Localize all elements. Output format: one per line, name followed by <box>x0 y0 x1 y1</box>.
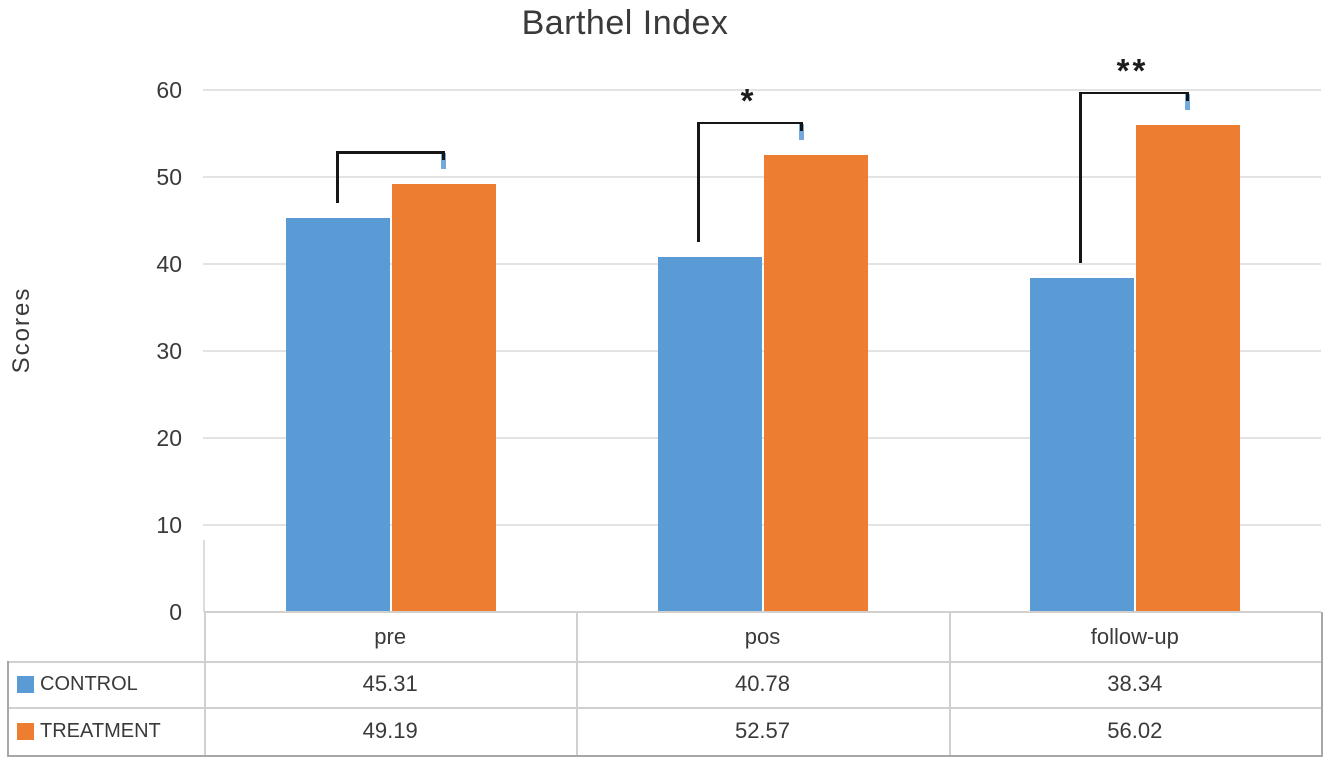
gridline <box>203 176 1321 178</box>
gridline <box>203 437 1321 439</box>
y-axis-line <box>203 540 205 612</box>
significance-bracket-line <box>697 121 700 243</box>
value-cell: 38.34 <box>1107 671 1163 696</box>
gridline <box>203 263 1321 265</box>
value-cell: 52.57 <box>734 718 791 743</box>
bar-treatment-pos <box>764 154 868 612</box>
table-header-cell: pos <box>744 623 781 649</box>
y-tick-label: 20 <box>156 425 182 451</box>
chart-title: Barthel Index <box>521 4 729 42</box>
table-grid-line <box>948 612 951 755</box>
y-tick-label: 50 <box>156 164 182 190</box>
series-label: TREATMENT <box>40 719 161 742</box>
table-header-cell: pre <box>374 623 407 649</box>
value-cell: 49.19 <box>362 718 418 743</box>
table-grid-line <box>7 661 1321 663</box>
significance-bracket-line <box>697 121 802 125</box>
bracket-blue-tick <box>1185 93 1190 110</box>
table-header-cell: follow-up <box>1090 623 1179 649</box>
gridline <box>203 524 1321 526</box>
table-grid-line <box>204 612 206 755</box>
bracket-blue-tick <box>441 153 446 170</box>
y-tick-label: 40 <box>156 251 182 277</box>
value-cell: 45.31 <box>362 671 418 696</box>
y-tick-label: 0 <box>169 599 182 625</box>
significance-bracket-line <box>442 151 445 161</box>
series-label-cell: CONTROL <box>7 661 204 707</box>
gridline <box>203 350 1321 352</box>
table-border <box>1321 612 1323 757</box>
table-grid-line <box>204 611 1321 613</box>
significance-bracket-line <box>1186 91 1189 101</box>
bracket-blue-tick <box>799 123 804 140</box>
bar-control-pre <box>286 217 390 612</box>
significance-bracket-line <box>336 151 444 154</box>
legend-key-icon <box>17 722 34 740</box>
y-tick-label: 10 <box>156 512 182 538</box>
bar-control-pos <box>658 257 762 612</box>
legend-key-icon <box>17 675 34 693</box>
y-axis-title: Scores <box>8 286 35 374</box>
y-tick-label: 60 <box>156 77 182 103</box>
series-label: CONTROL <box>40 672 138 695</box>
bar-control-follow-up <box>1030 278 1134 612</box>
value-cell: 56.02 <box>1107 718 1163 743</box>
significance-bracket-line <box>1079 91 1082 264</box>
series-label-cell: TREATMENT <box>7 707 204 755</box>
significance-bracket-line <box>336 151 339 203</box>
significance-label: * <box>740 81 757 119</box>
table-border <box>7 755 1323 757</box>
significance-label: ** <box>1116 51 1149 89</box>
significance-bracket-line <box>1079 91 1188 95</box>
value-cell: 40.78 <box>734 671 791 696</box>
y-tick-label: 30 <box>156 338 182 364</box>
significance-bracket-line <box>800 121 803 131</box>
gridline <box>203 89 1321 91</box>
bar-treatment-follow-up <box>1136 124 1240 612</box>
table-grid-line <box>7 707 1321 709</box>
table-grid-line <box>576 612 579 755</box>
table-border <box>7 661 9 755</box>
bar-treatment-pre <box>392 184 496 612</box>
